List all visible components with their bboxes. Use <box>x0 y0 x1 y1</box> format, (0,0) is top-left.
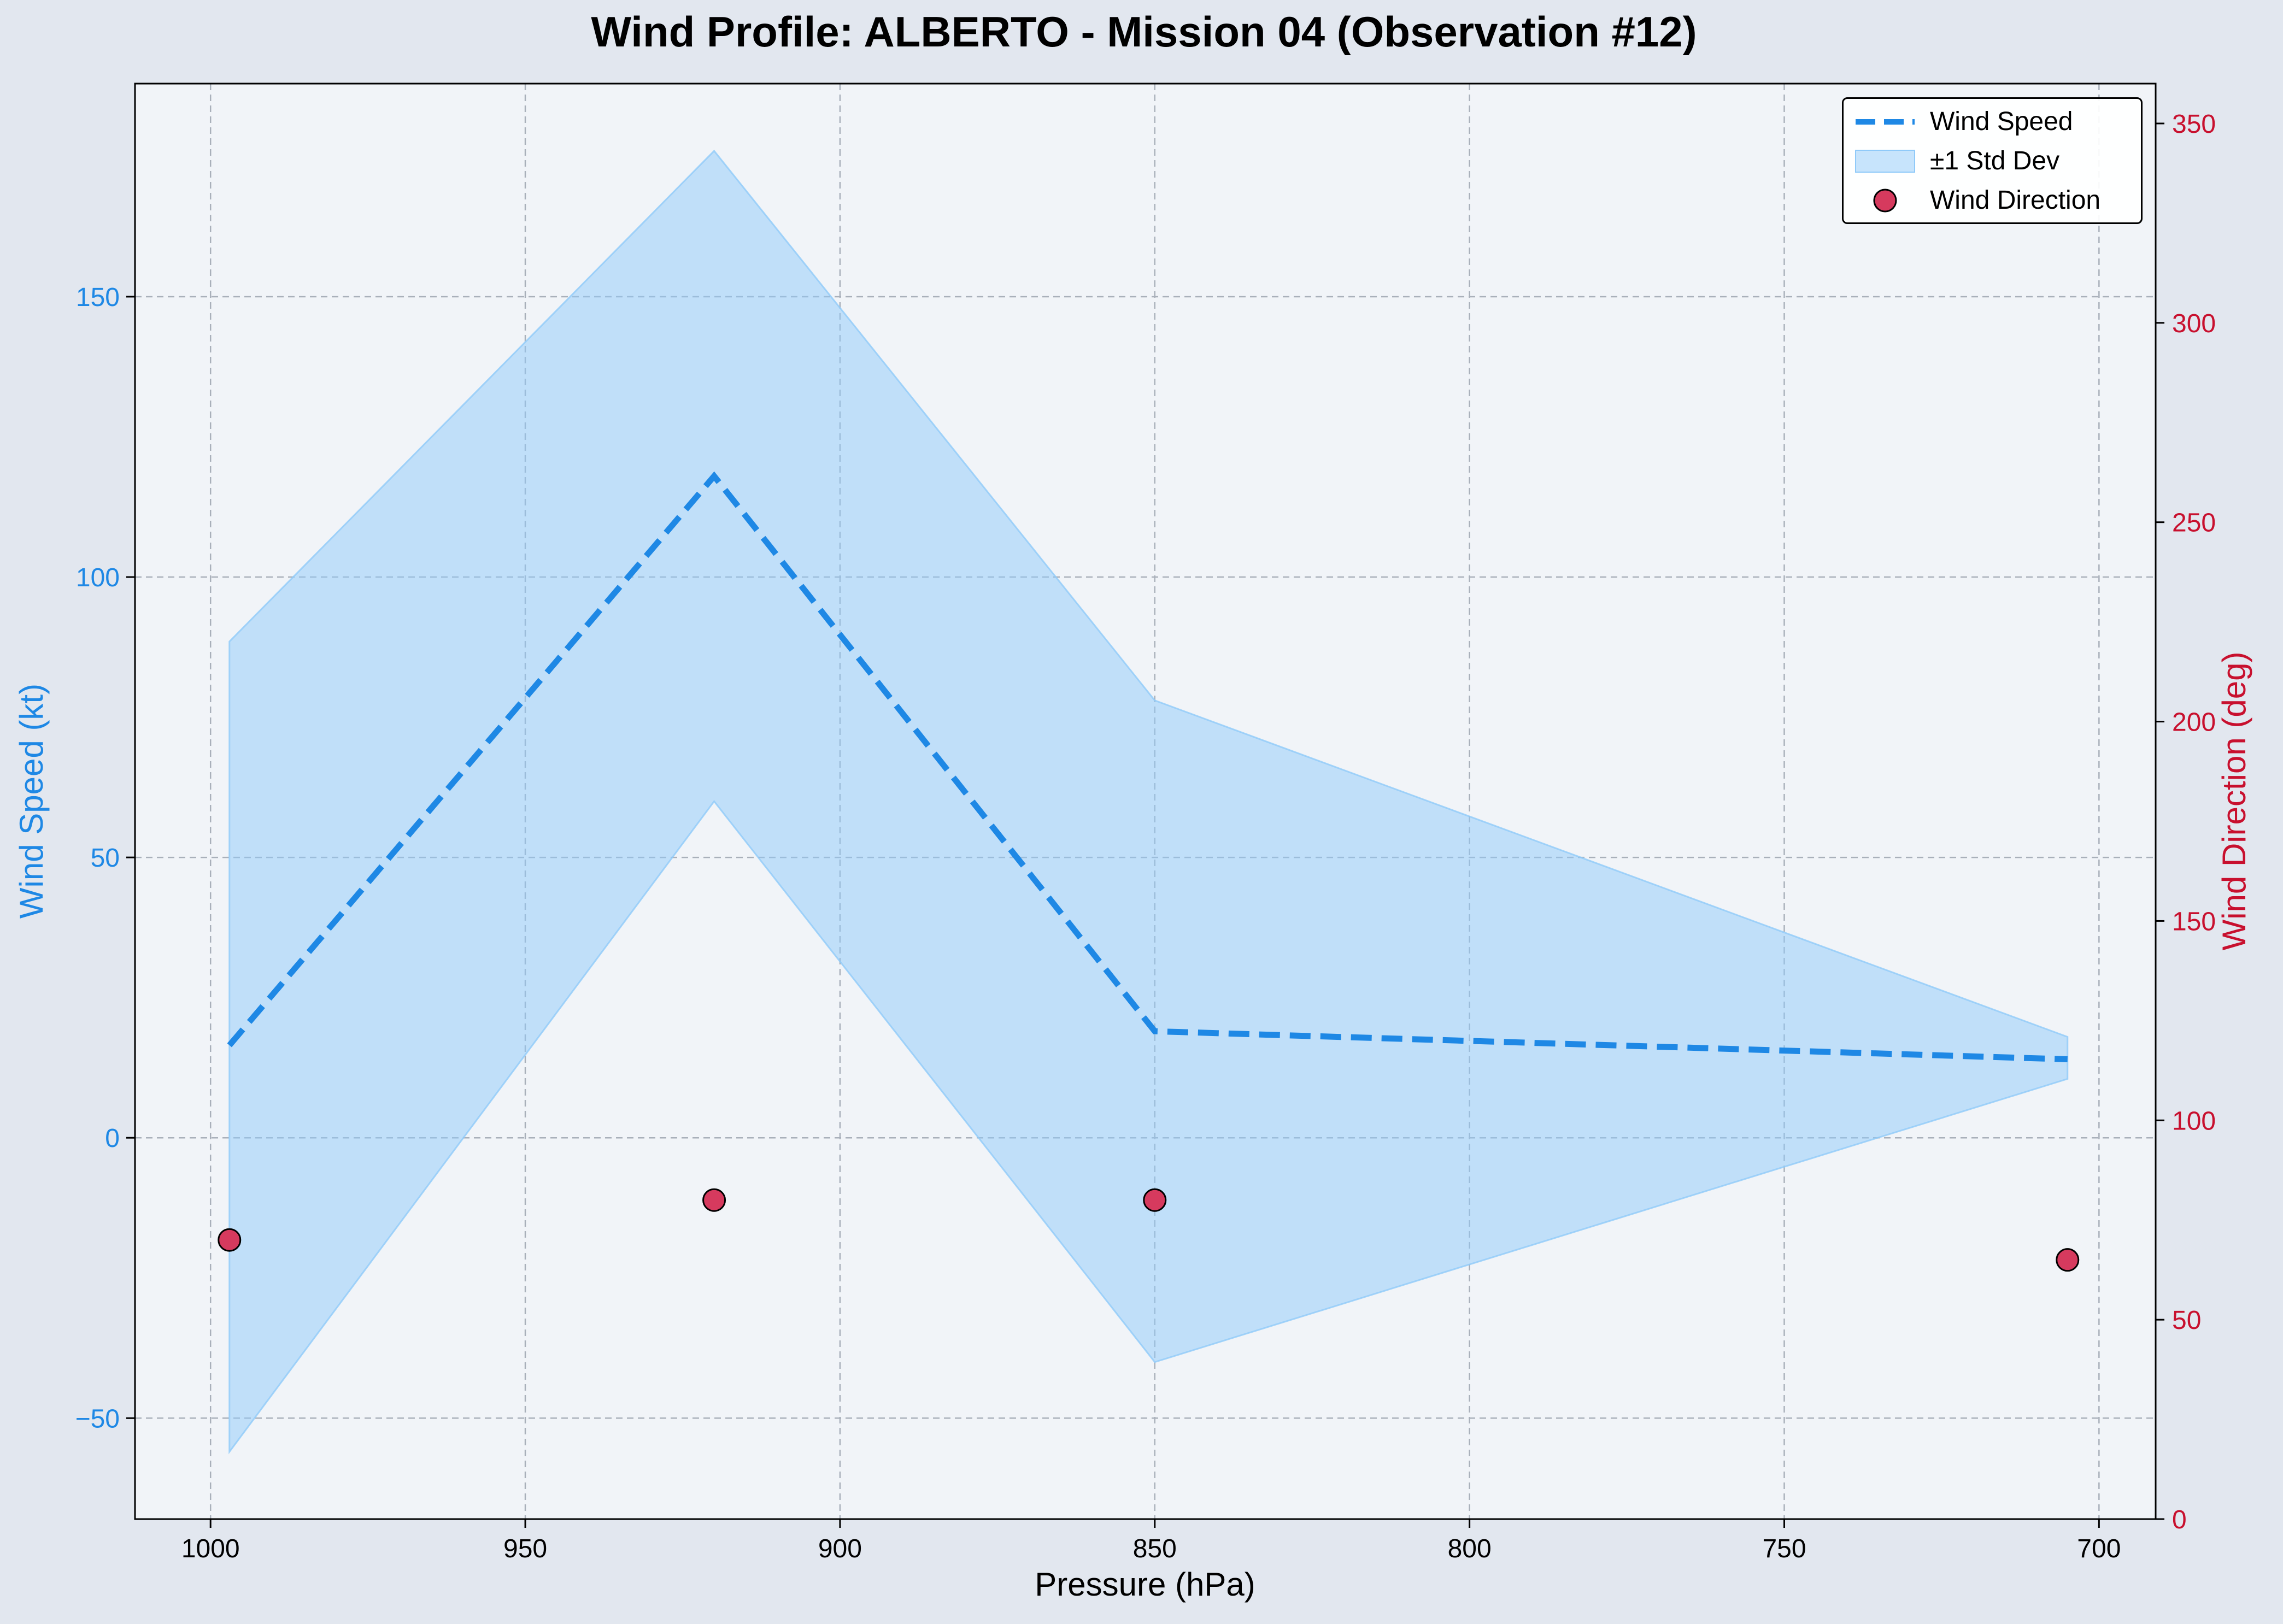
y2-tick-label: 0 <box>2172 1505 2187 1534</box>
legend-item-wind-speed: Wind Speed <box>1844 105 2141 138</box>
y2-tick-label: 150 <box>2172 907 2216 936</box>
x-tick-label: 800 <box>1448 1534 1492 1563</box>
x-tick-label: 700 <box>2077 1534 2121 1563</box>
y-tick-label: −50 <box>75 1404 120 1433</box>
x-tick-label: 900 <box>818 1534 862 1563</box>
wind-direction-point <box>218 1228 242 1252</box>
plot-frame <box>134 83 2157 1520</box>
x-tick-label: 950 <box>503 1534 547 1563</box>
y-axis-label-direction: Wind Direction (deg) <box>2216 652 2252 951</box>
legend-swatch-dashed-line <box>1856 119 1915 125</box>
wind-direction-point <box>702 1188 726 1212</box>
wind-direction-series <box>218 1188 2080 1272</box>
y-tick-label: 150 <box>76 283 120 312</box>
y2-tick-label: 250 <box>2172 509 2216 538</box>
y-axis-direction: 0 50 100 150 200 250 300 350 <box>2156 110 2216 1534</box>
x-tick-label: 750 <box>1762 1534 1806 1563</box>
legend-swatch-marker <box>1873 189 1897 213</box>
legend-swatch-band <box>1855 150 1915 173</box>
y2-tick-label: 200 <box>2172 708 2216 737</box>
std-dev-band-area <box>228 149 2069 1455</box>
wind-speed-line <box>227 471 2068 1063</box>
y-tick-label: 100 <box>76 563 120 592</box>
std-dev-band <box>228 149 2069 1455</box>
wind-direction-point <box>1143 1188 1167 1212</box>
x-axis: 1000 950 900 850 800 750 700 <box>181 1519 2121 1563</box>
legend: Wind Speed ±1 Std Dev Wind Direction <box>1842 97 2143 224</box>
y-tick-label: 50 <box>91 844 120 873</box>
wind-direction-point <box>2056 1248 2080 1272</box>
y-axis-label-speed: Wind Speed (kt) <box>13 684 50 919</box>
y2-tick-label: 350 <box>2172 110 2216 139</box>
legend-item-std-dev: ±1 Std Dev <box>1844 145 2141 178</box>
y-axis-speed: −50 0 50 100 150 <box>75 283 135 1433</box>
y2-tick-label: 100 <box>2172 1107 2216 1135</box>
y2-tick-label: 300 <box>2172 309 2216 338</box>
legend-label-wind-speed: Wind Speed <box>1930 107 2073 136</box>
y2-tick-label: 50 <box>2172 1306 2201 1335</box>
legend-label-wind-direction: Wind Direction <box>1930 186 2101 215</box>
legend-item-wind-direction: Wind Direction <box>1844 184 2141 217</box>
x-tick-label: 1000 <box>181 1534 240 1563</box>
legend-label-std-dev: ±1 Std Dev <box>1930 146 2060 175</box>
y-tick-label: 0 <box>105 1124 120 1153</box>
x-axis-label: Pressure (hPa) <box>1035 1566 1255 1603</box>
chart-title: Wind Profile: ALBERTO - Mission 04 (Obse… <box>591 8 1697 56</box>
x-tick-label: 850 <box>1133 1534 1177 1563</box>
wind-speed-series <box>227 471 2068 1063</box>
